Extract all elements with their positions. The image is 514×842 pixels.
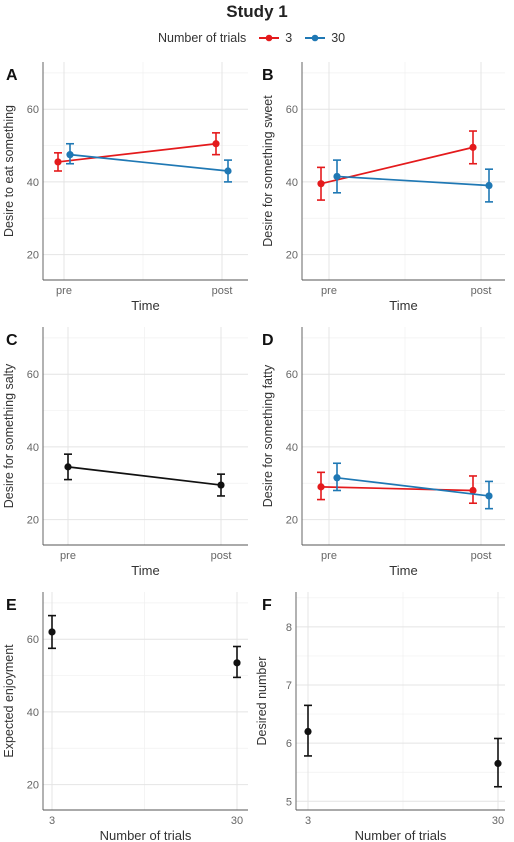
- data-point: [48, 628, 56, 636]
- data-point: [212, 140, 220, 148]
- data-point: [66, 151, 74, 159]
- series-line: [320, 146, 474, 185]
- series-3: [317, 471, 477, 505]
- legend-item-3: 3: [258, 31, 292, 45]
- x-axis-title: Time: [131, 298, 159, 313]
- y-tick-label: 40: [27, 177, 39, 189]
- series-3: [54, 132, 220, 172]
- x-axis-title: Time: [131, 563, 159, 578]
- y-tick-label: 20: [286, 515, 298, 527]
- data-point: [317, 180, 325, 188]
- y-tick-label: 60: [27, 634, 39, 646]
- panel-label: C: [6, 332, 18, 349]
- x-axis-title: Time: [389, 563, 417, 578]
- legend-label-3: 3: [285, 31, 293, 45]
- x-axis-title: Number of trials: [100, 828, 192, 842]
- y-tick-label: 20: [286, 250, 298, 262]
- x-tick-label: 30: [492, 815, 504, 827]
- legend-key-30: [305, 34, 326, 42]
- legend-title: Number of trials: [158, 31, 247, 45]
- panel-a: 20 40 60 pre post Time Desire to eat something…: [2, 62, 248, 313]
- y-axis-title: Desire for something fatty: [261, 364, 275, 507]
- series-line: [67, 466, 222, 486]
- series-all: [48, 614, 241, 679]
- series-line: [336, 476, 490, 497]
- data-point: [224, 167, 232, 175]
- series-30: [333, 462, 493, 510]
- x-tick-label: pre: [321, 550, 337, 562]
- x-tick-label: pre: [321, 285, 337, 297]
- y-tick-label: 40: [286, 442, 298, 454]
- x-tick-label: 30: [231, 815, 243, 827]
- x-tick-label: post: [471, 285, 492, 297]
- data-point: [64, 463, 72, 471]
- series-line: [57, 142, 217, 163]
- data-point: [54, 158, 62, 166]
- y-axis-title: Desired number: [255, 657, 269, 746]
- series-30: [66, 142, 232, 183]
- panel-e: 20 40 60 3 30 Number of trials Expected enjoym…: [2, 592, 248, 842]
- series-3: [317, 130, 477, 201]
- x-axis-title: Number of trials: [355, 828, 447, 842]
- data-point: [317, 483, 325, 491]
- panel-f: 5 6 7 8 3 30 Number of trials Desired number F: [255, 592, 505, 842]
- panel-label: F: [262, 597, 272, 614]
- series-line: [320, 486, 474, 492]
- y-axis-title: Expected enjoyment: [2, 644, 16, 758]
- data-point: [485, 492, 493, 500]
- y-tick-label: 40: [27, 707, 39, 719]
- data-point: [469, 486, 477, 495]
- series-line: [336, 175, 490, 187]
- series-all: [304, 704, 502, 788]
- y-tick-label: 6: [286, 738, 292, 750]
- y-tick-label: 20: [27, 250, 39, 262]
- x-tick-label: 3: [49, 815, 55, 827]
- series-30: [333, 159, 493, 203]
- panel-label: D: [262, 332, 274, 349]
- y-tick-label: 60: [27, 104, 39, 116]
- panel-b: 20 40 60 pre post Time Desire for something sw…: [261, 62, 505, 313]
- y-tick-label: 60: [27, 369, 39, 381]
- x-tick-label: pre: [60, 550, 76, 562]
- y-axis-title: Desire to eat something: [2, 105, 16, 237]
- panel-d: 20 40 60 pre post Time Desire for something fa…: [261, 327, 505, 578]
- series-line: [69, 153, 229, 172]
- y-tick-label: 5: [286, 796, 292, 808]
- y-axis-title: Desire for something sweet: [261, 95, 275, 247]
- data-point: [333, 474, 341, 482]
- y-axis-title: Desire for something salty: [2, 363, 16, 508]
- series-all: [64, 453, 225, 497]
- panel-label: E: [6, 597, 17, 614]
- y-tick-label: 20: [27, 780, 39, 792]
- data-point: [485, 181, 493, 190]
- panel-c: 20 40 60 pre post Time Desire for something sa…: [2, 327, 248, 578]
- panel-label: A: [6, 67, 18, 84]
- y-tick-label: 40: [286, 177, 298, 189]
- figure-title: Study 1: [226, 2, 288, 21]
- x-tick-label: post: [212, 285, 233, 297]
- data-point: [217, 481, 225, 489]
- x-axis-title: Time: [389, 298, 417, 313]
- y-tick-label: 60: [286, 104, 298, 116]
- x-tick-label: pre: [56, 285, 72, 297]
- data-point: [494, 759, 502, 768]
- legend-label-30: 30: [331, 31, 346, 45]
- y-tick-label: 60: [286, 369, 298, 381]
- y-tick-label: 20: [27, 515, 39, 527]
- x-tick-label: post: [211, 550, 232, 562]
- panel-label: B: [262, 67, 274, 84]
- y-tick-label: 40: [27, 442, 39, 454]
- y-tick-label: 8: [286, 622, 292, 634]
- y-tick-label: 7: [286, 680, 292, 692]
- x-tick-label: post: [471, 550, 492, 562]
- legend: Number of trials 3 30: [158, 30, 345, 46]
- data-point: [469, 143, 477, 151]
- data-point: [333, 172, 341, 181]
- data-point: [304, 727, 312, 736]
- legend-key-3: [259, 34, 280, 42]
- legend-item-30: 30: [304, 31, 345, 45]
- data-point: [233, 659, 241, 667]
- x-tick-label: 3: [305, 815, 311, 827]
